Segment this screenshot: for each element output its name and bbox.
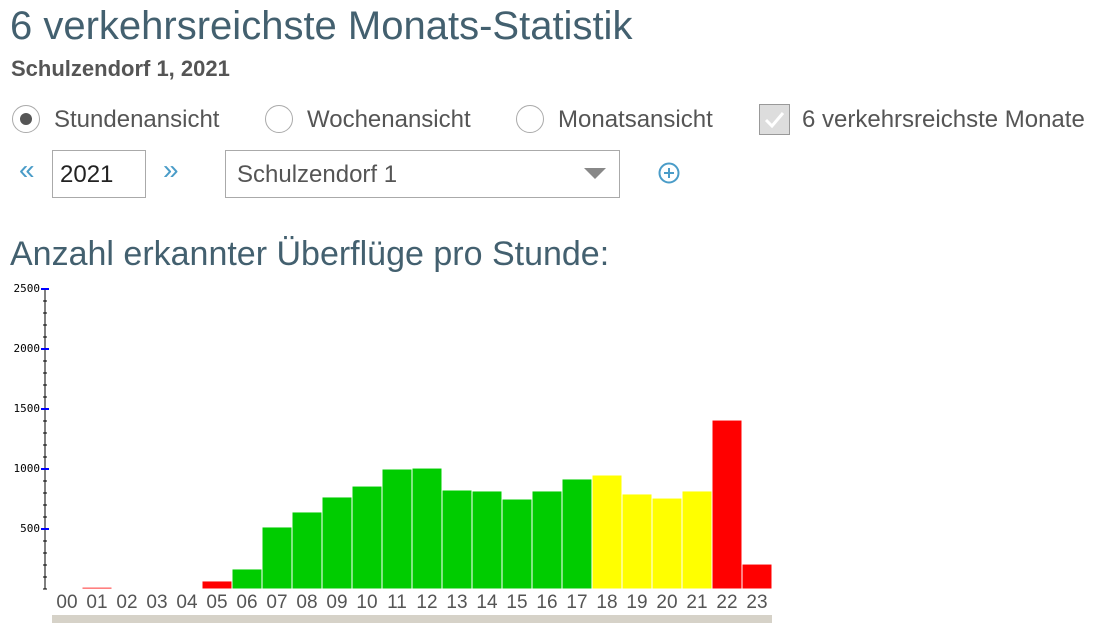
x-tick-label: 21 bbox=[686, 592, 707, 613]
bar bbox=[291, 511, 323, 590]
x-tick-label: 12 bbox=[416, 592, 437, 613]
radio-button[interactable] bbox=[516, 105, 544, 133]
radio-button[interactable] bbox=[265, 105, 293, 133]
radio-dot bbox=[20, 113, 32, 125]
checkmark bbox=[764, 112, 785, 129]
x-tick-label: 14 bbox=[476, 592, 498, 613]
x-tick-label: 19 bbox=[626, 592, 647, 613]
bar bbox=[261, 526, 293, 590]
bar bbox=[711, 419, 743, 590]
bar bbox=[471, 490, 503, 590]
x-tick-label: 03 bbox=[146, 592, 167, 613]
radio-label[interactable]: Wochenansicht bbox=[307, 106, 471, 133]
chart: 500 1000 1500 2000 2500 00 01 02 03 04 05 06 07 08 09 1… bbox=[14, 282, 773, 623]
bar bbox=[741, 563, 773, 590]
prev-year[interactable]: « bbox=[19, 154, 35, 185]
subtitle: Schulzendorf 1, 2021 bbox=[11, 56, 230, 81]
bar bbox=[531, 490, 563, 590]
bar bbox=[561, 478, 593, 590]
y-tick-label: 2000 bbox=[14, 342, 41, 355]
y-tick-label: 1000 bbox=[14, 462, 41, 475]
bar bbox=[81, 586, 113, 590]
bar bbox=[651, 497, 683, 590]
x-tick-label: 22 bbox=[716, 592, 737, 613]
bar bbox=[381, 468, 413, 590]
x-tick-label: 23 bbox=[746, 592, 767, 613]
x-tick-label: 16 bbox=[536, 592, 557, 613]
x-tick-label: 09 bbox=[326, 592, 347, 613]
chart-title: Anzahl erkannter Überflüge pro Stunde: bbox=[10, 235, 610, 273]
x-tick-label: 11 bbox=[387, 592, 407, 613]
bar bbox=[201, 580, 233, 590]
page-title: 6 verkehrsreichste Monats-Statistik bbox=[10, 4, 633, 48]
x-tick-label: 08 bbox=[296, 592, 317, 613]
x-tick-label: 06 bbox=[236, 592, 257, 613]
bar bbox=[501, 498, 533, 590]
bar bbox=[681, 490, 713, 590]
station-select[interactable]: Schulzendorf 1 bbox=[225, 150, 620, 198]
bar bbox=[441, 489, 473, 590]
x-tick-label: 04 bbox=[176, 592, 198, 613]
bar bbox=[351, 485, 383, 590]
next-year[interactable]: » bbox=[163, 154, 179, 185]
x-tick-label: 07 bbox=[266, 592, 287, 613]
x-tick-label: 18 bbox=[596, 592, 617, 613]
radio-label[interactable]: Monatsansicht bbox=[558, 106, 713, 133]
y-tick-label: 500 bbox=[20, 522, 40, 535]
checkbox-label[interactable]: 6 verkehrsreichste Monate bbox=[802, 106, 1085, 133]
x-tick-label: 02 bbox=[116, 592, 137, 613]
dropdown-caret bbox=[584, 168, 606, 179]
bar bbox=[591, 474, 623, 590]
x-tick-label: 13 bbox=[446, 592, 467, 613]
bar bbox=[411, 467, 443, 590]
bar bbox=[231, 568, 263, 590]
scrollbar[interactable] bbox=[52, 615, 772, 623]
bar bbox=[621, 493, 653, 590]
bar bbox=[141, 587, 173, 590]
x-tick-label: 01 bbox=[86, 592, 107, 613]
top-months-checkbox[interactable] bbox=[759, 104, 790, 135]
bar bbox=[321, 496, 353, 590]
x-tick-label: 17 bbox=[566, 592, 587, 613]
x-tick-label: 20 bbox=[656, 592, 677, 613]
y-tick-label: 1500 bbox=[14, 402, 41, 415]
radio-button[interactable] bbox=[12, 105, 40, 133]
x-tick-label: 00 bbox=[56, 592, 77, 613]
add-button[interactable] bbox=[657, 161, 681, 185]
year-input[interactable]: 2021 bbox=[52, 150, 146, 198]
y-tick-label: 2500 bbox=[14, 282, 41, 295]
x-tick-label: 15 bbox=[506, 592, 527, 613]
x-tick-label: 05 bbox=[206, 592, 227, 613]
radio-label[interactable]: Stundenansicht bbox=[54, 106, 220, 133]
x-tick-label: 10 bbox=[356, 592, 377, 613]
